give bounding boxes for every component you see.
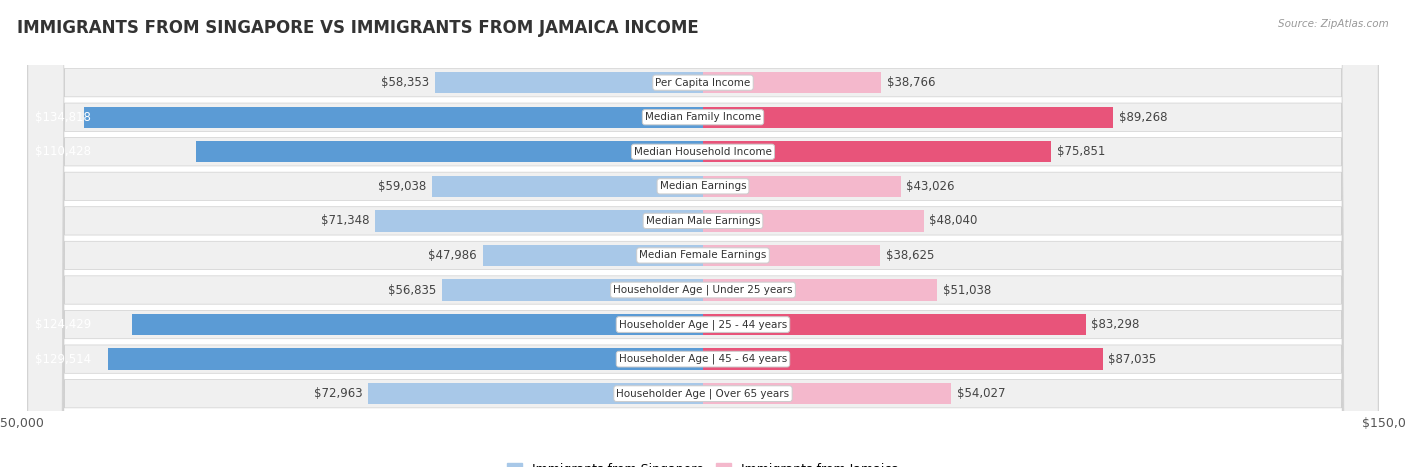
- Text: $87,035: $87,035: [1108, 353, 1157, 366]
- Text: $38,766: $38,766: [887, 76, 935, 89]
- Text: IMMIGRANTS FROM SINGAPORE VS IMMIGRANTS FROM JAMAICA INCOME: IMMIGRANTS FROM SINGAPORE VS IMMIGRANTS …: [17, 19, 699, 37]
- Bar: [703, 314, 1085, 335]
- Text: $56,835: $56,835: [388, 283, 436, 297]
- Text: Median Earnings: Median Earnings: [659, 181, 747, 191]
- Text: Median Household Income: Median Household Income: [634, 147, 772, 157]
- Text: Householder Age | 45 - 64 years: Householder Age | 45 - 64 years: [619, 354, 787, 364]
- Legend: Immigrants from Singapore, Immigrants from Jamaica: Immigrants from Singapore, Immigrants fr…: [502, 458, 904, 467]
- Text: $47,986: $47,986: [429, 249, 477, 262]
- Bar: [375, 210, 703, 232]
- FancyBboxPatch shape: [28, 0, 1378, 467]
- Text: Householder Age | Under 25 years: Householder Age | Under 25 years: [613, 285, 793, 295]
- Text: Median Male Earnings: Median Male Earnings: [645, 216, 761, 226]
- Text: $83,298: $83,298: [1091, 318, 1139, 331]
- Text: $71,348: $71,348: [322, 214, 370, 227]
- Text: $72,963: $72,963: [314, 387, 363, 400]
- FancyBboxPatch shape: [28, 0, 1378, 467]
- Text: Median Female Earnings: Median Female Earnings: [640, 250, 766, 261]
- Bar: [703, 141, 1052, 163]
- Bar: [195, 141, 703, 163]
- Text: $43,026: $43,026: [905, 180, 955, 193]
- FancyBboxPatch shape: [28, 0, 1378, 467]
- Bar: [368, 383, 703, 404]
- Text: $51,038: $51,038: [943, 283, 991, 297]
- Bar: [132, 314, 703, 335]
- FancyBboxPatch shape: [28, 0, 1378, 467]
- Bar: [703, 348, 1102, 370]
- Bar: [703, 245, 880, 266]
- FancyBboxPatch shape: [28, 0, 1378, 467]
- Text: Median Family Income: Median Family Income: [645, 112, 761, 122]
- Bar: [703, 176, 901, 197]
- Bar: [703, 279, 938, 301]
- FancyBboxPatch shape: [28, 0, 1378, 467]
- Text: $89,268: $89,268: [1119, 111, 1167, 124]
- Text: $75,851: $75,851: [1057, 145, 1105, 158]
- Bar: [703, 210, 924, 232]
- FancyBboxPatch shape: [28, 0, 1378, 467]
- Bar: [703, 106, 1114, 128]
- Bar: [84, 106, 703, 128]
- Text: $124,429: $124,429: [35, 318, 91, 331]
- Text: Source: ZipAtlas.com: Source: ZipAtlas.com: [1278, 19, 1389, 28]
- Bar: [432, 176, 703, 197]
- Text: $110,428: $110,428: [35, 145, 91, 158]
- Text: $58,353: $58,353: [381, 76, 429, 89]
- Text: Householder Age | Over 65 years: Householder Age | Over 65 years: [616, 389, 790, 399]
- Bar: [482, 245, 703, 266]
- Text: Householder Age | 25 - 44 years: Householder Age | 25 - 44 years: [619, 319, 787, 330]
- Text: $59,038: $59,038: [378, 180, 426, 193]
- FancyBboxPatch shape: [28, 0, 1378, 467]
- Text: $54,027: $54,027: [956, 387, 1005, 400]
- Bar: [441, 279, 703, 301]
- Text: $48,040: $48,040: [929, 214, 977, 227]
- Bar: [108, 348, 703, 370]
- Text: Per Capita Income: Per Capita Income: [655, 78, 751, 88]
- Bar: [434, 72, 703, 93]
- Text: $38,625: $38,625: [886, 249, 935, 262]
- Bar: [703, 383, 950, 404]
- FancyBboxPatch shape: [28, 0, 1378, 467]
- Text: $129,514: $129,514: [35, 353, 91, 366]
- FancyBboxPatch shape: [28, 0, 1378, 467]
- Text: $134,818: $134,818: [35, 111, 90, 124]
- Bar: [703, 72, 882, 93]
